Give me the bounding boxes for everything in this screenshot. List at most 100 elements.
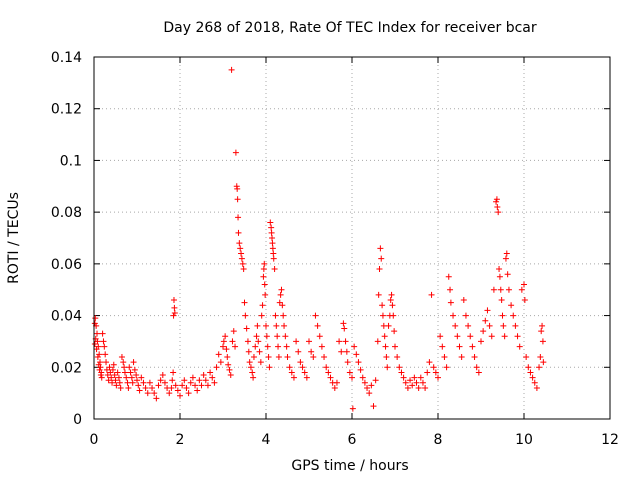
data-point bbox=[297, 359, 304, 366]
data-point bbox=[274, 333, 281, 340]
data-point bbox=[375, 291, 382, 298]
plot-frame bbox=[93, 56, 611, 420]
data-point bbox=[288, 369, 295, 376]
data-point bbox=[135, 382, 142, 389]
data-point bbox=[222, 333, 229, 340]
data-point bbox=[257, 359, 264, 366]
data-point bbox=[445, 273, 452, 280]
data-point bbox=[100, 338, 107, 345]
data-point bbox=[114, 369, 121, 376]
data-point bbox=[223, 346, 230, 353]
data-point bbox=[523, 353, 530, 360]
y-tick-label: 0.02 bbox=[51, 360, 82, 376]
data-point bbox=[409, 382, 416, 389]
data-point bbox=[240, 266, 247, 273]
data-point bbox=[275, 353, 282, 360]
data-point bbox=[497, 286, 504, 293]
data-point bbox=[108, 374, 115, 381]
x-tick-label: 0 bbox=[90, 432, 99, 448]
data-point bbox=[351, 343, 358, 350]
chart-title: Day 268 of 2018, Rate Of TEC Index for r… bbox=[163, 20, 537, 36]
data-point bbox=[91, 320, 98, 327]
data-point bbox=[372, 377, 379, 384]
data-point bbox=[462, 312, 469, 319]
data-point bbox=[246, 359, 253, 366]
data-point bbox=[125, 384, 132, 391]
data-point bbox=[499, 312, 506, 319]
data-point bbox=[97, 372, 104, 379]
data-point bbox=[232, 343, 239, 350]
data-point bbox=[276, 299, 283, 306]
data-point bbox=[129, 379, 136, 386]
data-point bbox=[538, 328, 545, 335]
data-point bbox=[284, 353, 291, 360]
data-point bbox=[124, 379, 131, 386]
data-point bbox=[250, 374, 257, 381]
data-point bbox=[349, 405, 356, 412]
data-point bbox=[261, 281, 268, 288]
data-point bbox=[299, 364, 306, 371]
data-point bbox=[340, 320, 347, 327]
data-point bbox=[106, 364, 113, 371]
data-point bbox=[391, 328, 398, 335]
data-point bbox=[310, 353, 317, 360]
data-point bbox=[271, 266, 278, 273]
data-point bbox=[390, 312, 397, 319]
data-point bbox=[117, 384, 124, 391]
data-point bbox=[280, 312, 287, 319]
data-point bbox=[155, 382, 162, 389]
data-point bbox=[428, 291, 435, 298]
data-point bbox=[225, 361, 232, 368]
data-point bbox=[134, 377, 140, 384]
data-point bbox=[113, 382, 120, 389]
data-point bbox=[96, 351, 103, 358]
data-point bbox=[138, 374, 145, 381]
data-point bbox=[498, 297, 505, 304]
data-point bbox=[230, 328, 237, 335]
data-point bbox=[411, 374, 418, 381]
data-point bbox=[267, 219, 274, 226]
data-point bbox=[228, 66, 235, 73]
data-point bbox=[366, 390, 373, 397]
data-point bbox=[539, 322, 546, 329]
data-point bbox=[398, 369, 405, 376]
data-point bbox=[480, 328, 487, 335]
data-point bbox=[521, 297, 528, 304]
data-point bbox=[104, 372, 111, 379]
data-point bbox=[314, 322, 321, 329]
data-point bbox=[217, 359, 224, 366]
data-point bbox=[94, 330, 101, 337]
data-point bbox=[202, 377, 209, 384]
data-point bbox=[387, 297, 394, 304]
data-point bbox=[227, 372, 234, 379]
data-point bbox=[263, 333, 270, 340]
data-point bbox=[508, 302, 515, 309]
data-point bbox=[344, 359, 351, 366]
data-point bbox=[308, 348, 315, 355]
data-point bbox=[91, 341, 98, 348]
data-point bbox=[185, 390, 192, 397]
data-point bbox=[192, 382, 199, 389]
x-tick-labels: 0 2 4 6 8 10 12 bbox=[90, 432, 619, 448]
data-point bbox=[95, 361, 102, 368]
data-point bbox=[275, 343, 282, 350]
data-point bbox=[325, 369, 332, 376]
data-point bbox=[234, 185, 241, 192]
data-point bbox=[458, 353, 465, 360]
data-point bbox=[170, 369, 177, 376]
data-point bbox=[484, 307, 491, 314]
data-point bbox=[473, 364, 480, 371]
data-point bbox=[136, 387, 143, 394]
data-point bbox=[533, 384, 540, 391]
data-point bbox=[286, 364, 293, 371]
y-tick-label: 0.14 bbox=[51, 50, 82, 66]
data-point bbox=[170, 297, 177, 304]
data-point bbox=[396, 364, 403, 371]
data-point bbox=[441, 353, 448, 360]
data-point bbox=[268, 229, 275, 236]
data-point bbox=[142, 384, 149, 391]
data-point bbox=[488, 333, 495, 340]
y-axis-label: ROTI / TECUs bbox=[6, 192, 22, 284]
data-point bbox=[346, 369, 353, 376]
data-point bbox=[493, 198, 500, 205]
